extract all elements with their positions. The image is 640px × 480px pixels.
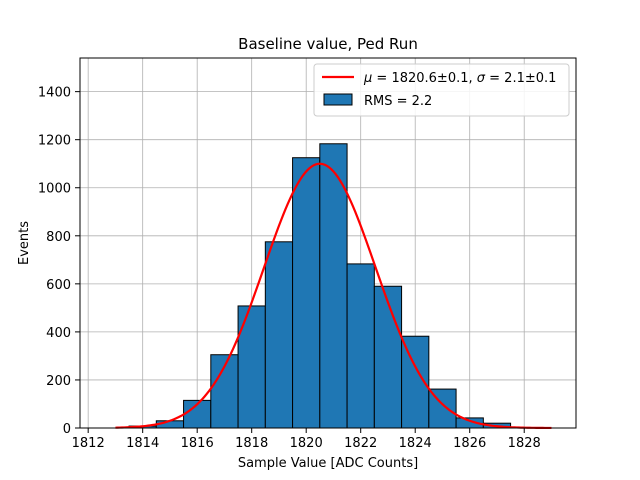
y-tick-label-1200: 1200	[38, 134, 71, 149]
y-tick-label-1400: 1400	[38, 86, 71, 101]
x-tick-label-1828: 1828	[508, 436, 541, 451]
legend-fit-mu: μ	[363, 71, 372, 86]
x-tick-label-1820: 1820	[290, 436, 323, 451]
histogram-bar-5	[264, 241, 294, 429]
y-tick-label-0: 0	[63, 422, 71, 437]
legend-rms-label: RMS = 2.2	[364, 94, 432, 109]
x-tick-label-1814: 1814	[126, 436, 159, 451]
y-tick-label-800: 800	[46, 230, 71, 245]
y-tick-label-200: 200	[46, 374, 71, 389]
legend: μ = 1820.6±0.1, σ = 2.1±0.1 RMS = 2.2	[313, 63, 570, 117]
y-axis-label: Events	[17, 221, 32, 265]
histogram-bar-4	[237, 305, 266, 429]
x-axis-ticks: 1812 1814 1816 1818 1820 1822 1824 1826 1828	[72, 428, 541, 451]
histogram-bar-9	[373, 285, 403, 429]
y-tick-label-1000: 1000	[38, 182, 71, 197]
y-tick-label-400: 400	[46, 326, 71, 341]
plot-frame	[79, 57, 577, 429]
x-tick-label-1818: 1818	[235, 436, 268, 451]
legend-box	[313, 63, 570, 117]
x-tick-label-1812: 1812	[72, 436, 105, 451]
legend-rms-swatch	[323, 93, 353, 106]
y-tick-label-600: 600	[46, 278, 71, 293]
legend-fit-mid: = 1820.6±0.1,	[372, 71, 476, 86]
histogram-bar-8	[346, 263, 375, 429]
legend-fit-end: = 2.1±0.1	[485, 71, 556, 86]
chart-title: Baseline value, Ped Run	[238, 35, 418, 53]
histogram-bar-7	[319, 143, 348, 429]
x-tick-label-1826: 1826	[453, 436, 486, 451]
x-tick-label-1816: 1816	[181, 436, 214, 451]
x-tick-label-1822: 1822	[344, 436, 377, 451]
x-axis-label: Sample Value [ADC Counts]	[238, 456, 418, 471]
gaussian-fit-curve	[115, 162, 552, 430]
legend-fit-label: μ = 1820.6±0.1, σ = 2.1±0.1	[363, 71, 556, 86]
legend-fit-sigma: σ	[477, 71, 486, 86]
x-tick-label-1824: 1824	[399, 436, 432, 451]
y-axis-ticks: 0 200 400 600 800 1000 1200 1400	[38, 86, 80, 437]
histogram-bar-6	[292, 157, 321, 429]
